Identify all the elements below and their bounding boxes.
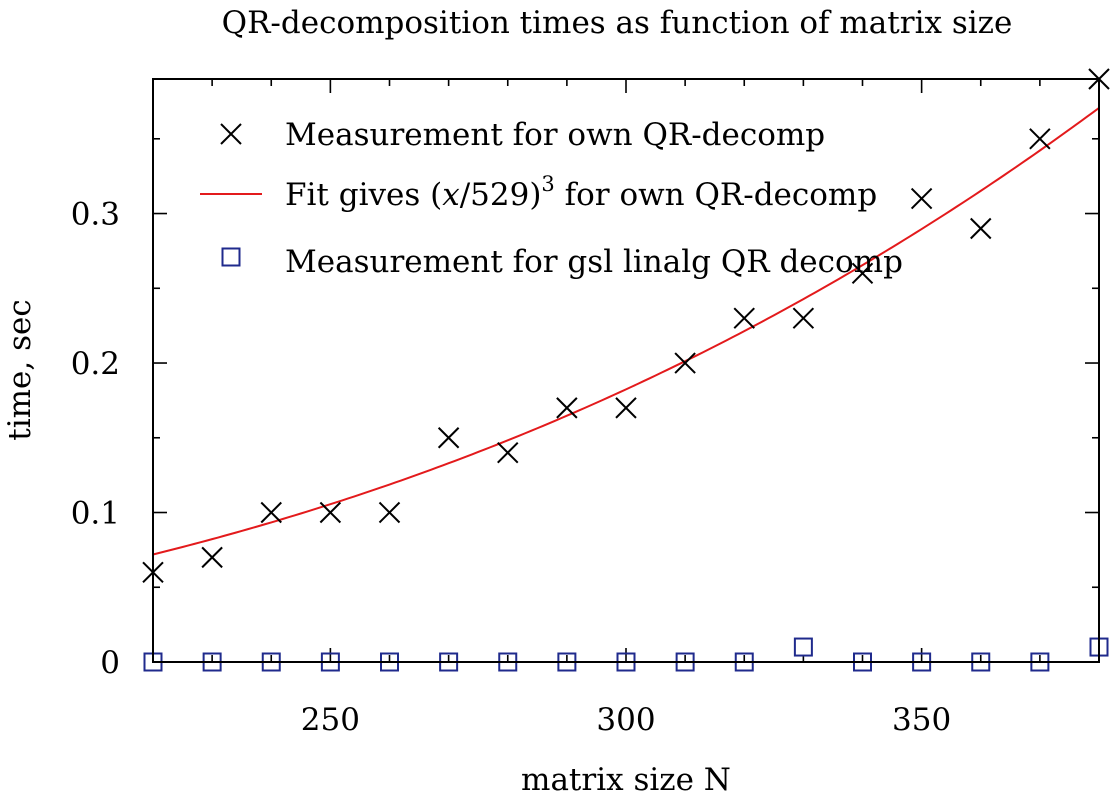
legend: Measurement for own QR-decomp Fit gives … xyxy=(200,117,903,280)
x-tick-label: 250 xyxy=(301,702,360,738)
own-data-point xyxy=(201,546,223,569)
own-data-point xyxy=(674,352,696,374)
own-data-point xyxy=(437,427,460,449)
legend-fit-var: x xyxy=(442,177,460,213)
legend-cross xyxy=(220,123,242,145)
own-data-point xyxy=(910,187,933,210)
own-data-point xyxy=(378,501,401,524)
own-data-point xyxy=(497,442,519,464)
cross-stroke xyxy=(615,397,637,419)
x-axis-label: matrix size N xyxy=(521,762,731,798)
own-data-point xyxy=(319,501,342,524)
y-tick-label: 0.2 xyxy=(71,346,120,382)
own-data-point xyxy=(733,307,755,329)
chart-title: QR-decomposition times as function of ma… xyxy=(222,5,1013,41)
own-data-point xyxy=(970,217,992,240)
legend-square xyxy=(221,247,241,267)
plot-axes: 250 300 350 0 0.1 0.2 0.3 xyxy=(71,79,1099,738)
legend-fit-suffix: for own QR-decomp xyxy=(555,177,877,213)
cross-stroke xyxy=(674,352,696,374)
legend-item-fit: Fit gives (x/529)3 for own QR-decomp xyxy=(200,172,877,213)
plot-frame xyxy=(152,78,1100,663)
cross-stroke xyxy=(201,546,223,569)
gsl-data-point xyxy=(793,637,813,657)
y-tick-label: 0.3 xyxy=(71,197,120,233)
y-tick-label: 0.1 xyxy=(71,496,120,532)
fit-series xyxy=(152,107,1100,556)
cross-stroke xyxy=(970,217,992,240)
cross-stroke xyxy=(319,501,342,524)
cross-stroke xyxy=(378,501,401,524)
legend-marker-own xyxy=(220,123,242,145)
legend-fit-prefix: Fit gives ( xyxy=(285,177,442,213)
legend-marker-gsl xyxy=(221,247,241,267)
own-data-point xyxy=(260,501,282,524)
own-qr-series xyxy=(142,68,1110,584)
y-axis-label: time, sec xyxy=(2,299,38,440)
legend-item-own: Measurement for own QR-decomp xyxy=(220,117,825,153)
cross-stroke xyxy=(437,427,460,449)
legend-label-own: Measurement for own QR-decomp xyxy=(285,117,825,153)
own-data-point xyxy=(556,397,578,419)
legend-fit-sup: 3 xyxy=(541,172,554,196)
legend-label-fit: Fit gives (x/529)3 for own QR-decomp xyxy=(285,172,877,213)
cross-stroke xyxy=(260,501,282,524)
cross-stroke xyxy=(851,262,874,285)
cross-stroke xyxy=(497,442,519,464)
own-data-point xyxy=(615,397,637,419)
cross-stroke xyxy=(910,187,933,210)
legend-fit-mid: /529) xyxy=(460,177,542,213)
cross-stroke xyxy=(792,307,815,329)
cross-stroke xyxy=(220,123,242,145)
x-tick-label: 350 xyxy=(892,702,951,738)
own-data-point xyxy=(792,307,815,329)
x-tick-label: 300 xyxy=(596,702,655,738)
y-tick-label: 0 xyxy=(100,645,120,681)
legend-item-gsl: Measurement for gsl linalg QR decomp xyxy=(221,244,903,280)
fit-line xyxy=(152,107,1100,556)
legend-label-gsl: Measurement for gsl linalg QR decomp xyxy=(285,244,903,280)
cross-stroke xyxy=(1029,128,1051,150)
cross-stroke xyxy=(556,397,578,419)
own-data-point xyxy=(851,262,874,285)
cross-stroke xyxy=(733,307,755,329)
own-data-point xyxy=(1029,128,1051,150)
